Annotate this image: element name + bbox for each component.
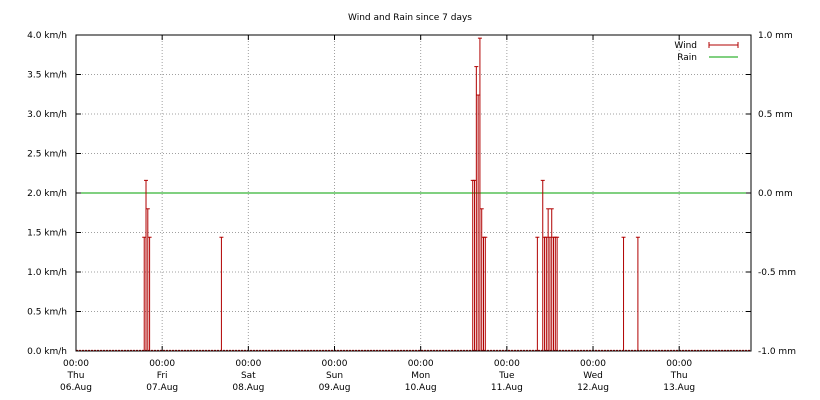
- y-left-tick-label: 3.5 km/h: [27, 71, 67, 81]
- legend: Wind Rain: [674, 41, 739, 63]
- y-right-tick-label: -0.5 mm: [758, 268, 796, 278]
- x-tick-label: 10.Aug: [405, 383, 437, 393]
- y-left-tick-label: 2.0 km/h: [27, 189, 67, 199]
- y-left-tick-label: 2.5 km/h: [27, 150, 67, 160]
- x-tick-label: Sun: [326, 371, 343, 381]
- x-tick-label: 00:00: [580, 359, 606, 369]
- axes: 0.0 km/h 0.5 km/h 1.0 km/h 1.5 km/h 2.0 km/h…: [27, 31, 796, 393]
- x-tick-label: 11.Aug: [491, 383, 523, 393]
- x-tick-label: Tue: [498, 371, 515, 381]
- x-tick-label: 00:00: [322, 359, 348, 369]
- x-tick-label: Wed: [583, 371, 603, 381]
- x-tick-label: Mon: [411, 371, 430, 381]
- y-left-tick-label: 1.0 km/h: [27, 268, 67, 278]
- plot-series: [76, 37, 751, 352]
- x-tick-label: Fri: [157, 371, 168, 381]
- x-tick-label: Thu: [670, 371, 688, 381]
- x-tick-label: Thu: [67, 371, 85, 381]
- y-right-tick-label: 0.0 mm: [758, 189, 793, 199]
- x-tick-label: 12.Aug: [577, 383, 609, 393]
- legend-label-wind: Wind: [674, 41, 697, 51]
- plot-frame: [75, 34, 752, 352]
- y-left-tick-label: 3.0 km/h: [27, 110, 67, 120]
- x-tick-label: 07.Aug: [146, 383, 178, 393]
- legend-label-rain: Rain: [677, 53, 697, 63]
- y-right-tick-label: 1.0 mm: [758, 31, 793, 41]
- x-tick-label: 00:00: [494, 359, 520, 369]
- y-right-tick-label: -1.0 mm: [758, 347, 796, 357]
- y-left-tick-label: 4.0 km/h: [27, 31, 67, 41]
- x-tick-label: 13.Aug: [663, 383, 695, 393]
- x-tick-label: 00:00: [408, 359, 434, 369]
- x-tick-label: 09.Aug: [319, 383, 351, 393]
- x-tick-label: 08.Aug: [232, 383, 264, 393]
- x-tick-label: Sat: [241, 371, 256, 381]
- x-tick-label: 00:00: [235, 359, 261, 369]
- x-tick-label: 00:00: [666, 359, 692, 369]
- chart-title: Wind and Rain since 7 days: [348, 13, 472, 23]
- x-tick-label: 06.Aug: [60, 383, 92, 393]
- y-right-tick-label: 0.5 mm: [758, 110, 793, 120]
- y-left-tick-label: 1.5 km/h: [27, 229, 67, 239]
- y-left-tick-label: 0.0 km/h: [27, 347, 67, 357]
- y-left-tick-label: 0.5 km/h: [27, 308, 67, 318]
- x-tick-label: 00:00: [149, 359, 175, 369]
- x-tick-label: 00:00: [63, 359, 89, 369]
